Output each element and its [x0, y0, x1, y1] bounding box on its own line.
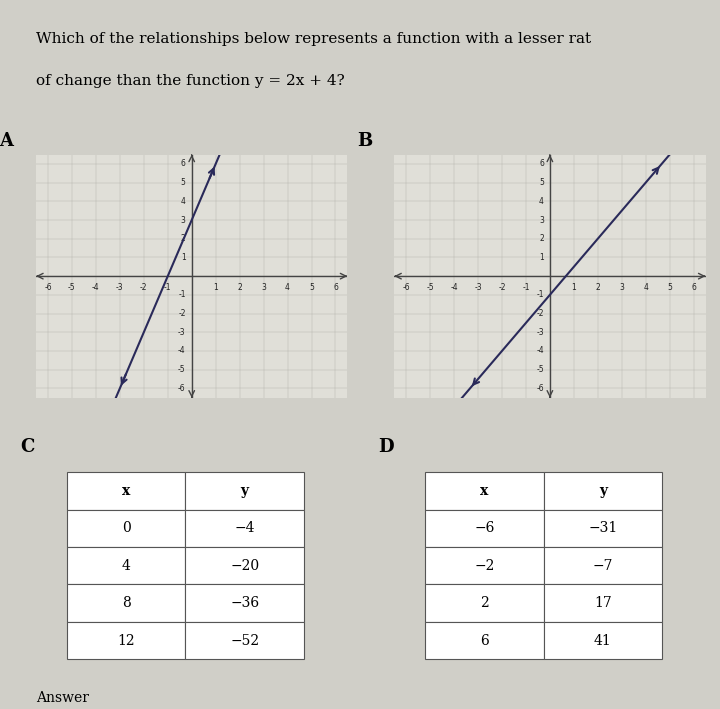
Text: 2: 2: [539, 234, 544, 243]
Text: 2: 2: [595, 283, 600, 291]
Text: 8: 8: [122, 596, 131, 610]
Bar: [67, 622, 186, 659]
Text: −36: −36: [230, 596, 259, 610]
Text: C: C: [20, 438, 35, 456]
Bar: [67, 510, 186, 547]
Bar: [426, 472, 544, 510]
Text: -2: -2: [498, 283, 505, 291]
Text: 4: 4: [643, 283, 648, 291]
Text: 4: 4: [181, 197, 186, 206]
Text: −7: −7: [593, 559, 613, 573]
Text: 6: 6: [691, 283, 696, 291]
Bar: [544, 584, 662, 622]
Text: 6: 6: [480, 634, 489, 647]
Bar: [426, 584, 544, 622]
Text: -2: -2: [536, 309, 544, 318]
Text: -5: -5: [426, 283, 434, 291]
Text: 4: 4: [285, 283, 290, 291]
Text: -3: -3: [474, 283, 482, 291]
Text: -4: -4: [450, 283, 458, 291]
Text: x: x: [122, 484, 130, 498]
Bar: [186, 510, 304, 547]
Text: 2: 2: [238, 283, 242, 291]
Text: y: y: [599, 484, 607, 498]
Text: 1: 1: [213, 283, 218, 291]
Bar: [67, 472, 186, 510]
Text: -5: -5: [68, 283, 76, 291]
Text: 2: 2: [480, 596, 489, 610]
Text: -1: -1: [536, 291, 544, 299]
Text: 3: 3: [181, 216, 186, 225]
Bar: [186, 472, 304, 510]
Text: -1: -1: [522, 283, 530, 291]
Text: -6: -6: [44, 283, 52, 291]
Text: Answer: Answer: [36, 691, 89, 705]
Text: A: A: [0, 132, 13, 150]
Text: 6: 6: [181, 160, 186, 169]
Text: −31: −31: [588, 521, 618, 535]
Text: 17: 17: [594, 596, 612, 610]
Text: 5: 5: [309, 283, 314, 291]
Text: 4: 4: [539, 197, 544, 206]
Text: -2: -2: [179, 309, 186, 318]
Text: 3: 3: [539, 216, 544, 225]
Bar: [544, 547, 662, 584]
Bar: [67, 547, 186, 584]
Text: D: D: [379, 438, 395, 456]
Bar: [544, 472, 662, 510]
Text: 5: 5: [539, 178, 544, 187]
Bar: [426, 547, 544, 584]
Text: -3: -3: [178, 328, 186, 337]
Bar: [67, 584, 186, 622]
Text: 1: 1: [181, 253, 186, 262]
Text: -2: -2: [140, 283, 148, 291]
Bar: [544, 510, 662, 547]
Bar: [426, 622, 544, 659]
Text: 2: 2: [181, 234, 186, 243]
Text: 1: 1: [539, 253, 544, 262]
Text: -6: -6: [402, 283, 410, 291]
Text: 41: 41: [594, 634, 612, 647]
Text: -3: -3: [116, 283, 124, 291]
Text: −20: −20: [230, 559, 259, 573]
Bar: [544, 622, 662, 659]
Text: 5: 5: [667, 283, 672, 291]
Text: -5: -5: [178, 365, 186, 374]
Text: B: B: [357, 132, 372, 150]
Text: 5: 5: [181, 178, 186, 187]
Text: -4: -4: [92, 283, 99, 291]
Text: y: y: [240, 484, 248, 498]
Text: −4: −4: [235, 521, 255, 535]
Text: x: x: [480, 484, 489, 498]
Text: −2: −2: [474, 559, 495, 573]
Text: −6: −6: [474, 521, 495, 535]
Text: 12: 12: [117, 634, 135, 647]
Text: -1: -1: [179, 291, 186, 299]
Bar: [186, 584, 304, 622]
Text: -6: -6: [178, 384, 186, 393]
Text: -3: -3: [536, 328, 544, 337]
Text: -4: -4: [536, 347, 544, 355]
Text: -1: -1: [164, 283, 171, 291]
Text: 6: 6: [333, 283, 338, 291]
Bar: [186, 622, 304, 659]
Text: of change than the function y = 2x + 4?: of change than the function y = 2x + 4?: [36, 74, 345, 88]
Text: 3: 3: [619, 283, 624, 291]
Text: Which of the relationships below represents a function with a lesser rat: Which of the relationships below represe…: [36, 32, 591, 46]
Text: 6: 6: [539, 160, 544, 169]
Text: 4: 4: [122, 559, 131, 573]
Text: -5: -5: [536, 365, 544, 374]
Text: -4: -4: [178, 347, 186, 355]
Text: 1: 1: [572, 283, 576, 291]
Text: 3: 3: [261, 283, 266, 291]
Text: −52: −52: [230, 634, 259, 647]
Bar: [186, 547, 304, 584]
Text: 0: 0: [122, 521, 131, 535]
Bar: [426, 510, 544, 547]
Text: -6: -6: [536, 384, 544, 393]
